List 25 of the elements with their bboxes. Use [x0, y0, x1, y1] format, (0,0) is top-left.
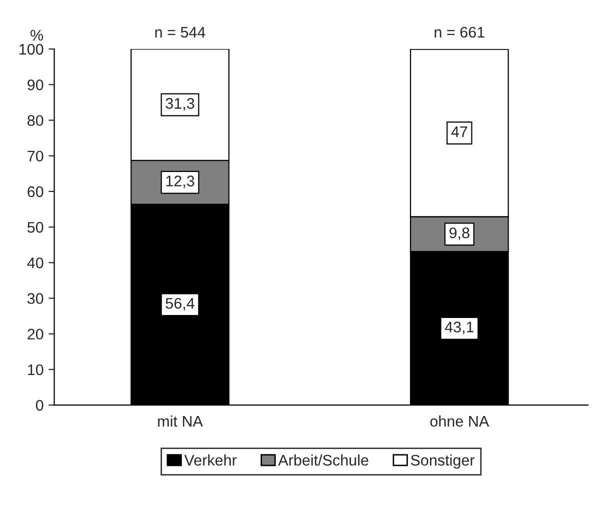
y-tick-label: 20	[28, 328, 44, 340]
data-label: 12,3	[166, 176, 194, 188]
x-tick-label: mit NA	[158, 415, 203, 427]
data-label: 56,4	[166, 298, 194, 311]
annotation: n = 544	[155, 27, 206, 38]
data-label: 43,1	[444, 322, 474, 334]
y-axis-title: %	[30, 30, 44, 41]
y-tick-label: 40	[27, 258, 44, 268]
y-tick-label: 60	[28, 186, 44, 198]
legend-label: Arbeit/Schule	[278, 454, 368, 466]
y-tick-label: 80	[28, 115, 44, 126]
x-tick-label: ohne NA	[430, 415, 490, 427]
legend-label: Sonstiger	[410, 454, 475, 469]
y-tick-label: 10	[28, 364, 44, 376]
y-tick-label: 30	[27, 293, 44, 304]
data-label: 47	[451, 126, 468, 137]
data-label: 9,8	[450, 227, 470, 240]
y-tick-label: 90	[28, 79, 44, 90]
y-tick-label: 100	[20, 44, 44, 55]
legend-label: Verkehr	[184, 454, 237, 466]
y-tick-label: 0	[36, 400, 44, 411]
y-tick-label: 70	[28, 150, 44, 162]
y-tick-label: 50	[27, 222, 44, 233]
annotation: n = 661	[434, 26, 484, 38]
data-label: 31,3	[166, 98, 194, 111]
